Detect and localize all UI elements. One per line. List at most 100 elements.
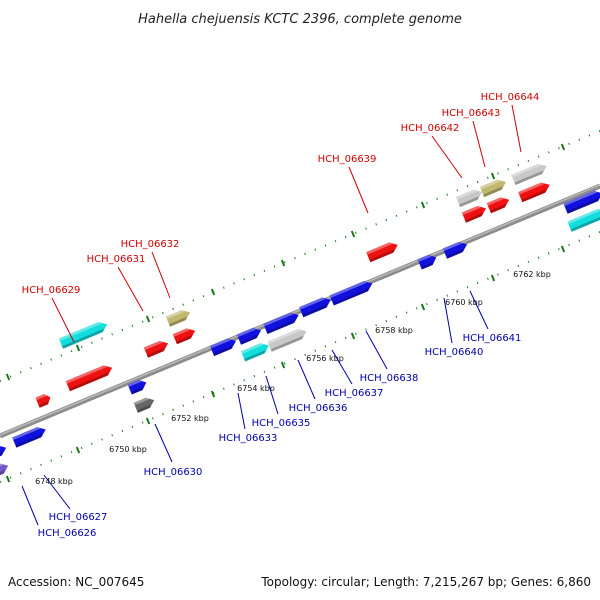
- bottom-gene-label[interactable]: HCH_06630: [144, 467, 203, 478]
- gene-arrow[interactable]: [479, 177, 508, 198]
- kbp-label: 6756 kbp: [306, 354, 344, 363]
- gene-arrow-body: [329, 281, 373, 306]
- gene-arrow-shade: [514, 170, 544, 186]
- gene-arrow[interactable]: [567, 206, 600, 232]
- kbp-label: 6752 kbp: [171, 414, 209, 423]
- bottom-gene-label[interactable]: HCH_06626: [38, 528, 97, 539]
- top-gene-label[interactable]: HCH_06632: [121, 239, 180, 250]
- gene-arrow-shine: [58, 321, 103, 342]
- gene-arrow[interactable]: [366, 240, 400, 263]
- leader-line: [511, 104, 522, 153]
- gene-arrow-body: [461, 205, 487, 223]
- gene-arrow[interactable]: [442, 239, 469, 259]
- gene-arrow[interactable]: [12, 424, 48, 448]
- leader-line: [151, 251, 171, 299]
- gene-arrow-shine: [240, 343, 264, 354]
- gene-arrow-shine: [417, 254, 432, 262]
- major-tick: [560, 245, 566, 253]
- gene-arrow-shade: [420, 261, 434, 270]
- gene-arrow-body: [209, 338, 236, 357]
- gene-arrow-body: [511, 163, 547, 186]
- major-tick: [145, 417, 151, 425]
- gene-arrow-body: [417, 254, 437, 270]
- kbp-label: 6762 kbp: [513, 270, 551, 279]
- gene-arrow-shade: [0, 451, 4, 462]
- gene-arrow-shine: [299, 297, 326, 310]
- gene-arrow[interactable]: [511, 161, 548, 186]
- gene-arrow[interactable]: [486, 195, 512, 214]
- gene-arrow-shine: [143, 340, 164, 351]
- gene-arrow-shade: [168, 316, 188, 327]
- tick-rings: [0, 130, 600, 483]
- gene-arrow[interactable]: [417, 252, 439, 270]
- gene-arrow[interactable]: [127, 377, 149, 395]
- gene-arrow-shade: [175, 334, 193, 345]
- gene-arrow[interactable]: [263, 310, 300, 335]
- gene-arrow-body: [240, 343, 269, 362]
- gene-arrow[interactable]: [461, 203, 488, 223]
- kbp-label: 6750 kbp: [109, 445, 147, 454]
- major-tick: [350, 230, 356, 238]
- gene-arrow[interactable]: [65, 363, 115, 392]
- gene-arrow[interactable]: [267, 326, 308, 352]
- kbp-scale-labels: 6748 kbp 6750 kbp 6752 kbp 6754 kbp 6756 kbp…: [35, 270, 551, 486]
- gene-arrow-body: [479, 179, 506, 198]
- leader-line: [237, 392, 246, 430]
- gene-arrow[interactable]: [0, 461, 10, 480]
- gene-arrow-body: [133, 397, 155, 413]
- top-gene-label[interactable]: HCH_06644: [481, 92, 540, 103]
- top-gene-label[interactable]: HCH_06631: [87, 254, 146, 265]
- gene-arrow[interactable]: [143, 338, 170, 358]
- gene-arrow-body: [442, 241, 468, 259]
- gene-arrow[interactable]: [172, 326, 198, 345]
- major-tick: [75, 344, 81, 352]
- gene-arrow-shine: [172, 328, 191, 337]
- bottom-gene-label[interactable]: HCH_06640: [425, 347, 484, 358]
- gene-arrow-body: [567, 208, 600, 232]
- gene-arrow[interactable]: [236, 325, 263, 345]
- gene-arrow[interactable]: [58, 319, 109, 349]
- leader-line: [431, 135, 463, 179]
- gene-arrow[interactable]: [0, 443, 8, 462]
- major-tick: [420, 303, 426, 311]
- bottom-gene-label[interactable]: HCH_06633: [219, 433, 278, 444]
- leader-line: [469, 290, 489, 330]
- gene-arrow[interactable]: [165, 307, 192, 327]
- top-gene-label[interactable]: HCH_06642: [401, 123, 460, 134]
- bottom-gene-label[interactable]: HCH_06638: [360, 373, 419, 384]
- bottom-gene-label[interactable]: HCH_06627: [49, 512, 108, 523]
- gene-arrow-body: [299, 297, 331, 318]
- gene-arrow[interactable]: [518, 180, 552, 203]
- major-tick: [350, 332, 356, 340]
- major-tick: [560, 143, 566, 151]
- gene-arrow-body: [455, 189, 482, 208]
- gene-arrow[interactable]: [133, 395, 157, 413]
- top-gene-label[interactable]: HCH_06643: [442, 108, 501, 119]
- leader-line: [43, 474, 71, 510]
- major-tick: [210, 390, 216, 398]
- bottom-gene-label[interactable]: HCH_06637: [325, 388, 384, 399]
- gene-arrow[interactable]: [563, 188, 600, 214]
- gene-arrow-body: [563, 190, 600, 214]
- bottom-gene-label[interactable]: HCH_06641: [463, 333, 522, 344]
- gene-arrow-body: [35, 394, 51, 408]
- gene-arrow-body: [0, 463, 9, 480]
- gene-arrow-shade: [459, 196, 480, 208]
- gene-arrow[interactable]: [299, 295, 333, 318]
- kbp-label: 6758 kbp: [375, 326, 413, 335]
- gene-arrow[interactable]: [209, 336, 238, 357]
- gene-arrow[interactable]: [240, 341, 271, 362]
- leader-line: [472, 120, 486, 168]
- top-gene-label[interactable]: HCH_06629: [22, 285, 81, 296]
- gene-arrow[interactable]: [329, 278, 375, 306]
- gene-arrow[interactable]: [35, 392, 52, 408]
- leader-line: [348, 166, 369, 214]
- gene-arrow-shine: [267, 328, 302, 345]
- gene-arrow-shade: [570, 215, 600, 232]
- gene-arrow[interactable]: [455, 187, 484, 208]
- top-gene-label[interactable]: HCH_06639: [318, 154, 377, 165]
- gene-arrow-shade: [244, 349, 267, 362]
- bottom-gene-label[interactable]: HCH_06635: [252, 418, 311, 429]
- bottom-gene-label[interactable]: HCH_06636: [289, 403, 348, 414]
